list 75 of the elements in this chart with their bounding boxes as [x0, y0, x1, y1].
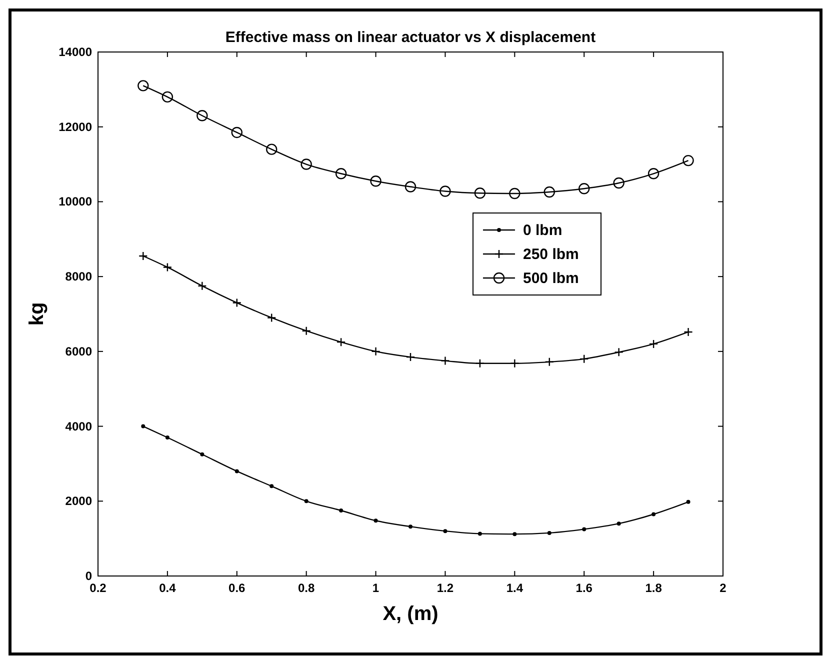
point [339, 508, 344, 512]
y-tick-label: 0 [85, 569, 92, 583]
point [509, 188, 520, 200]
point [544, 357, 554, 367]
point [300, 158, 312, 170]
point [614, 348, 624, 357]
point [684, 327, 693, 337]
chart-title: Effective mass on linear actuator vs X displacement [225, 29, 596, 46]
point [232, 298, 242, 308]
point [406, 352, 416, 362]
point [478, 532, 482, 536]
x-tick-label: 0.4 [159, 581, 176, 595]
y-tick-label: 4000 [65, 419, 92, 434]
point [138, 80, 149, 92]
point [267, 313, 276, 322]
legend-label: 250 lbm [523, 246, 579, 263]
point [162, 262, 172, 272]
legend-label: 0 lbm [523, 222, 562, 239]
point [613, 177, 624, 189]
point [231, 126, 242, 138]
point [404, 181, 416, 192]
x-tick-label: 1 [372, 581, 380, 595]
point [440, 186, 451, 197]
point [141, 424, 146, 428]
point [408, 524, 412, 529]
point [475, 358, 485, 368]
x-tick-label: 2 [720, 581, 727, 595]
y-tick-label: 8000 [65, 270, 92, 284]
point [512, 532, 517, 536]
point [162, 91, 174, 103]
point [270, 484, 274, 488]
point [544, 186, 555, 198]
point [652, 512, 656, 516]
point [374, 518, 378, 523]
point [648, 168, 660, 180]
x-tick-label: 1.8 [645, 581, 662, 595]
x-tick-label: 0.6 [228, 581, 246, 595]
point [371, 346, 380, 356]
point [686, 500, 690, 504]
point [302, 326, 311, 336]
point [682, 154, 694, 166]
point [234, 469, 239, 474]
point [165, 436, 170, 440]
point [304, 499, 308, 504]
point [138, 251, 148, 261]
point [580, 354, 589, 364]
x-tick-label: 1.2 [436, 581, 454, 595]
point [198, 281, 207, 291]
point [196, 110, 208, 122]
x-tick-label: 1.6 [576, 581, 593, 595]
point [648, 339, 658, 349]
point [578, 183, 590, 194]
point [200, 452, 204, 456]
point [582, 527, 586, 532]
x-tick-label: 0.2 [90, 581, 107, 595]
y-axis-title: kg [26, 302, 48, 326]
point [474, 188, 486, 199]
y-tick-label: 14000 [58, 45, 92, 59]
y-tick-label: 10000 [58, 194, 92, 209]
x-axis-title: X, (m) [382, 603, 438, 625]
point [440, 356, 450, 366]
point [616, 522, 621, 526]
x-tick-label: 0.8 [298, 581, 315, 595]
y-tick-label: 2000 [65, 494, 92, 508]
legend-label: 500 lbm [523, 270, 579, 287]
point [266, 144, 278, 155]
point [370, 176, 382, 187]
y-tick-label: 6000 [65, 344, 92, 358]
point [443, 529, 448, 534]
y-tick-label: 12000 [58, 120, 92, 134]
x-tick-label: 1.4 [506, 581, 524, 595]
point [336, 337, 346, 347]
point [547, 530, 552, 535]
point [510, 358, 520, 368]
point [335, 168, 347, 180]
